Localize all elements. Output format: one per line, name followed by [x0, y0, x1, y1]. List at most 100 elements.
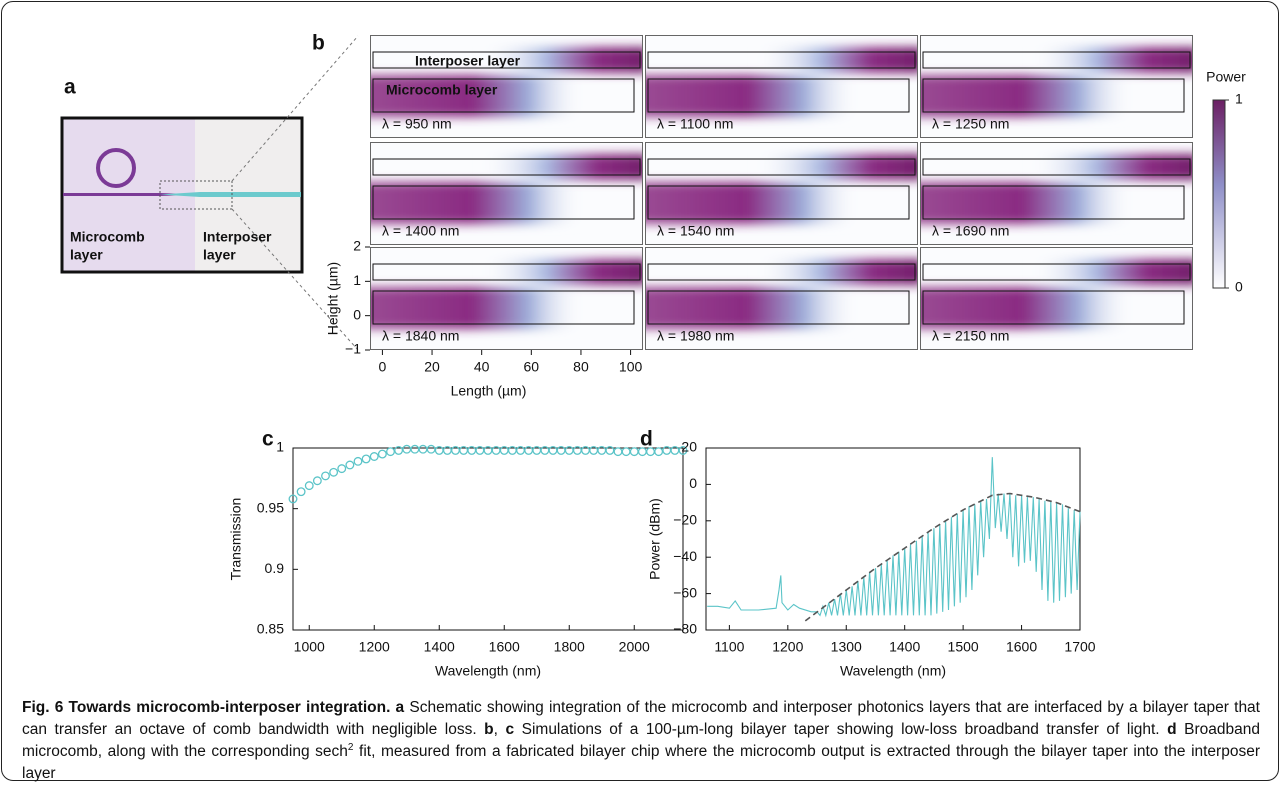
y-tick-label: −20: [673, 512, 697, 528]
data-point: [345, 460, 355, 470]
interposer-waveguide: [160, 192, 301, 197]
data-point: [613, 447, 623, 457]
x-axis-label: Length (µm): [451, 383, 527, 399]
y-tick-label: 0.9: [265, 560, 285, 576]
x-tick-label: 0: [379, 359, 387, 375]
data-point: [621, 447, 631, 457]
interposer-guide: [372, 158, 641, 176]
x-tick-label: 20: [424, 359, 440, 375]
panel-label: c: [262, 428, 274, 451]
interposer-field: [479, 47, 643, 73]
field-panel: [920, 247, 1193, 350]
x-tick-label: 1300: [831, 639, 862, 655]
wavelength-label: λ = 950 nm: [382, 116, 452, 132]
microcomb-guide: [922, 290, 1185, 325]
microcomb-field: [645, 287, 859, 329]
x-tick-label: 1400: [424, 639, 455, 655]
interposer-field: [754, 47, 918, 73]
y-tick-label: 0: [353, 306, 361, 322]
interposer-guide: [922, 263, 1191, 281]
wavelength-label: λ = 1540 nm: [657, 223, 734, 239]
data-point: [353, 456, 363, 466]
colorbar: [1212, 99, 1226, 289]
data-point: [386, 447, 395, 457]
microcomb-field: [645, 75, 859, 117]
data-point: [361, 454, 371, 464]
data-point: [678, 445, 688, 455]
microcomb-guide: [922, 185, 1185, 220]
region-label: Microcomb: [70, 229, 145, 245]
caption-text: b: [484, 721, 494, 738]
y-tick-label: −1: [345, 341, 361, 357]
interposer-field: [1029, 154, 1193, 180]
zoom-line: [231, 35, 359, 182]
wavelength-label: λ = 1250 nm: [932, 116, 1009, 132]
panel-border: [645, 247, 918, 350]
panel-border: [370, 247, 643, 350]
interposer-field: [754, 259, 918, 285]
colorbar-tick-label: 1: [1235, 91, 1243, 107]
panel-border: [920, 247, 1193, 350]
microcomb-field: [645, 182, 859, 224]
microcomb-guide: [922, 78, 1185, 113]
region-label: layer: [70, 247, 103, 263]
panel-label: b: [312, 32, 325, 55]
field-panel: [370, 35, 643, 138]
figure: a Microcomb layer Interposer layer b λ = …: [60, 32, 1246, 679]
microcomb-guide: [372, 78, 635, 113]
data-point: [369, 452, 379, 461]
field-panel: [645, 142, 918, 245]
field-panel: [645, 247, 918, 350]
chip-outline: [60, 116, 304, 274]
x-tick-label: 80: [573, 359, 589, 375]
data-point: [654, 447, 664, 457]
panel-border: [920, 35, 1193, 138]
colorbar-tick-label: 0: [1235, 279, 1243, 295]
panel-border: [645, 142, 918, 245]
interposer-field: [1029, 47, 1193, 73]
microcomb-field: [920, 182, 1134, 224]
x-tick-label: 1800: [554, 639, 585, 655]
microcomb-field: [370, 287, 584, 329]
data-point: [288, 494, 298, 504]
overlay-label: Microcomb layer: [386, 82, 498, 98]
x-tick-label: 2000: [619, 639, 650, 655]
wavelength-label: λ = 1980 nm: [657, 328, 734, 344]
data-point: [629, 447, 639, 457]
field-panel: [370, 142, 643, 245]
microcomb-field: [370, 182, 584, 224]
x-tick-label: 1100: [714, 639, 744, 655]
microcomb-guide: [647, 78, 910, 113]
plot-frame: [705, 447, 1081, 631]
wavelength-label: λ = 1690 nm: [932, 223, 1009, 239]
microcomb-guide: [647, 185, 910, 220]
data-point: [321, 471, 330, 481]
y-tick-label: 1: [276, 439, 284, 455]
x-tick-label: 40: [474, 359, 490, 375]
x-tick-label: 60: [524, 359, 540, 375]
caption-text: fit, measured from a fabricated bilayer …: [22, 743, 1260, 782]
y-tick-label: −40: [673, 548, 697, 564]
x-tick-label: 1600: [1006, 639, 1037, 655]
x-tick-label: 1200: [772, 639, 803, 655]
data-point: [304, 481, 314, 491]
zoom-box: [159, 180, 233, 210]
field-panel: [920, 35, 1193, 138]
data-point: [410, 444, 420, 454]
data-point: [394, 445, 404, 455]
x-tick-label: 1700: [1064, 639, 1095, 655]
y-axis-label: Transmission: [228, 498, 244, 581]
data-point: [377, 449, 387, 459]
y-axis-label: Power (dBm): [647, 498, 663, 580]
panel-label: a: [64, 76, 76, 99]
wavelength-label: λ = 2150 nm: [932, 328, 1009, 344]
interposer-guide: [372, 51, 641, 69]
interposer-guide: [647, 158, 916, 176]
x-tick-label: 1600: [489, 639, 520, 655]
caption-text: c: [505, 721, 515, 738]
interposer-field: [479, 154, 643, 180]
x-tick-label: 1200: [359, 639, 390, 655]
overlay-label: Interposer layer: [415, 53, 521, 69]
wavelength-label: λ = 1840 nm: [382, 328, 459, 344]
